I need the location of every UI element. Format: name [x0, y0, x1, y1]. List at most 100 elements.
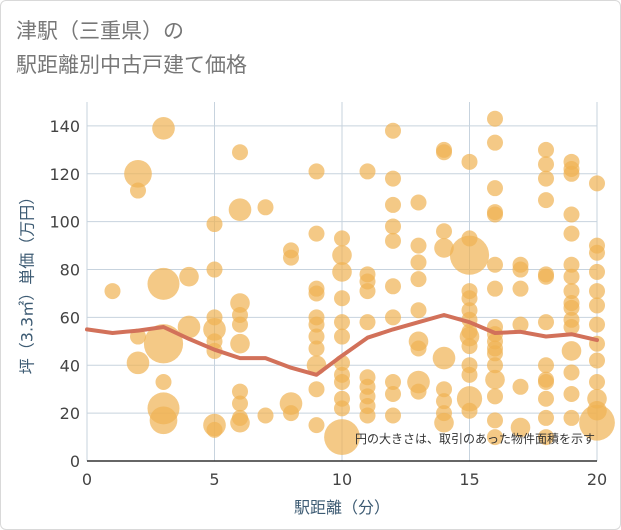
data-bubble: [563, 385, 580, 402]
x-tick-label: 10: [332, 470, 352, 489]
data-bubble: [538, 390, 554, 407]
chart-title-line-1: 津駅（三重県）の: [16, 19, 184, 43]
data-bubble: [230, 333, 250, 354]
y-tick-label: 120: [49, 165, 80, 184]
data-bubble: [308, 328, 325, 345]
data-bubble: [324, 419, 360, 455]
data-bubble: [487, 110, 503, 127]
x-axis-ticks: 0 5 10 15 20: [82, 470, 607, 489]
data-bubble: [130, 182, 146, 199]
data-bubble: [179, 266, 199, 287]
data-bubble: [589, 175, 605, 192]
data-bubble: [434, 412, 454, 433]
chart-title: 津駅（三重県）の 駅距離別中古戸建て価格: [16, 14, 247, 82]
data-bubble: [563, 268, 580, 285]
data-bubble: [177, 315, 201, 339]
data-bubble: [512, 280, 529, 297]
data-bubble: [436, 393, 452, 410]
data-bubble: [461, 338, 478, 355]
data-bubble: [385, 309, 401, 326]
data-bubble: [385, 218, 401, 235]
data-bubble: [538, 156, 554, 173]
data-bubble: [283, 249, 299, 266]
data-bubble: [487, 256, 503, 273]
data-bubble: [410, 237, 427, 254]
data-bubble: [589, 374, 605, 391]
y-tick-label: 0: [70, 452, 80, 471]
data-bubble: [434, 238, 454, 258]
y-axis-title: 坪（3.3㎡）単価（万円）: [18, 189, 37, 374]
data-bubble: [538, 141, 554, 158]
data-bubble: [149, 406, 178, 435]
data-bubble: [449, 235, 490, 275]
x-tick-label: 15: [459, 470, 479, 489]
data-bubble: [359, 407, 376, 424]
data-bubble: [308, 285, 325, 302]
chart-title-line-2: 駅距離別中古戸建て価格: [16, 53, 247, 77]
data-bubble: [589, 244, 605, 261]
data-bubble: [206, 216, 223, 233]
data-bubble: [487, 345, 503, 362]
data-bubble: [104, 283, 121, 300]
data-bubble: [461, 290, 478, 307]
data-bubble: [308, 381, 325, 398]
bubble-layer: [104, 110, 615, 455]
data-bubble: [561, 341, 582, 361]
data-bubble: [487, 134, 503, 151]
data-bubble: [232, 316, 248, 333]
x-axis-title: 駅距離（分）: [294, 498, 390, 517]
y-tick-label: 100: [49, 213, 80, 232]
data-bubble: [510, 417, 531, 438]
trend-line: [85, 313, 599, 377]
trend-line-layer: [85, 313, 599, 377]
y-tick-label: 140: [49, 117, 80, 136]
x-tick-label: 20: [587, 470, 607, 489]
data-bubble: [203, 318, 226, 341]
data-bubble: [308, 163, 325, 180]
data-bubble: [334, 400, 350, 417]
data-bubble: [563, 318, 580, 335]
data-bubble: [332, 245, 352, 265]
data-bubble: [359, 283, 376, 300]
data-bubble: [563, 283, 580, 300]
data-bubble: [283, 405, 299, 422]
data-bubble: [512, 378, 529, 395]
data-bubble: [487, 280, 503, 297]
data-bubble: [206, 421, 223, 438]
data-bubble: [385, 407, 401, 424]
data-bubble: [563, 409, 580, 426]
data-bubble: [385, 232, 401, 249]
data-bubble: [410, 194, 427, 211]
data-bubble: [232, 383, 248, 400]
data-bubble: [334, 314, 350, 331]
data-bubble: [538, 170, 554, 187]
data-bubble: [538, 374, 554, 391]
data-bubble: [436, 144, 452, 161]
y-tick-label: 80: [60, 261, 80, 280]
data-bubble: [385, 278, 401, 295]
data-bubble: [487, 206, 503, 223]
data-bubble: [206, 261, 223, 278]
y-tick-label: 60: [60, 308, 80, 327]
data-bubble: [538, 357, 554, 374]
data-bubble: [257, 199, 274, 216]
data-bubble: [487, 412, 503, 429]
data-bubble: [385, 196, 401, 213]
data-bubble: [456, 386, 483, 412]
data-bubble: [436, 223, 452, 240]
data-bubble: [563, 256, 580, 273]
data-bubble: [308, 225, 325, 242]
data-bubble: [334, 230, 350, 247]
data-bubble: [589, 352, 605, 369]
x-tick-label: 0: [82, 470, 92, 489]
data-bubble: [432, 346, 456, 370]
data-bubble: [487, 180, 503, 197]
data-bubble: [563, 165, 580, 182]
y-tick-label: 20: [60, 404, 80, 423]
data-bubble: [385, 170, 401, 187]
data-bubble: [232, 395, 248, 412]
data-bubble: [436, 381, 452, 398]
data-bubble: [487, 357, 503, 374]
data-bubble: [538, 314, 554, 331]
